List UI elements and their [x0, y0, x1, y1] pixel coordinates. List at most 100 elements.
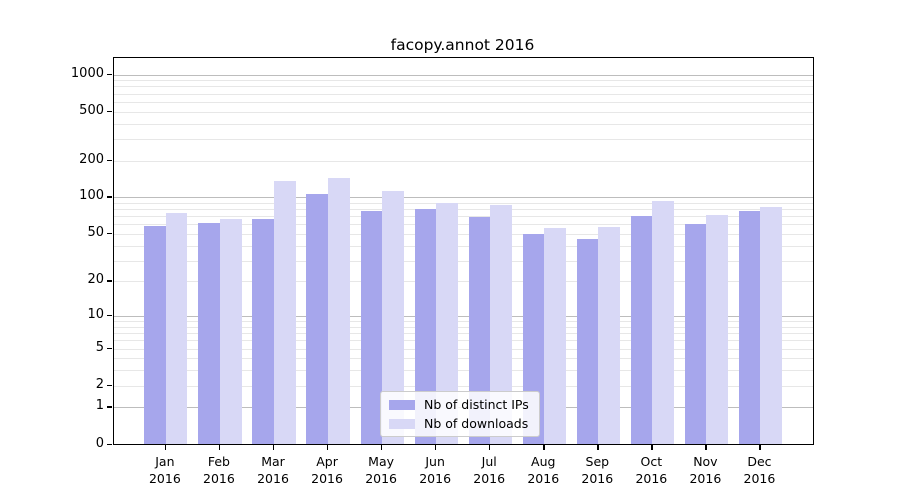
y-tick-mark — [107, 347, 112, 349]
bar-downloads-jan — [165, 212, 188, 445]
minor-gridline — [114, 86, 813, 88]
minor-gridline — [114, 138, 813, 140]
bar-distinct-ips-feb — [198, 223, 220, 445]
y-tick-mark — [107, 110, 112, 112]
x-tick-label-jan: Jan 2016 — [148, 453, 181, 486]
bar-downloads-feb — [219, 218, 242, 445]
y-tick-label: 200 — [79, 151, 104, 167]
x-tick-mark — [381, 444, 383, 450]
major-gridline — [114, 316, 813, 318]
y-tick-label: 1 — [95, 398, 104, 414]
minor-gridline — [114, 370, 813, 372]
minor-gridline — [114, 281, 813, 283]
bar-downloads-dec — [760, 206, 783, 445]
bar-distinct-ips-nov — [684, 224, 707, 445]
x-tick-mark — [435, 444, 437, 450]
x-tick-mark — [543, 444, 545, 450]
x-tick-mark — [164, 444, 167, 450]
x-tick-label-dec: Dec 2016 — [743, 453, 776, 486]
legend-swatch-distinct-ips-icon — [389, 399, 415, 410]
minor-gridline — [114, 340, 813, 342]
legend: Nb of distinct IPs Nb of downloads — [380, 391, 540, 437]
legend-item-distinct-ips: Nb of distinct IPs — [389, 397, 529, 412]
minor-gridline — [114, 326, 813, 328]
bar-downloads-mar — [274, 181, 296, 445]
minor-gridline — [114, 333, 813, 335]
bar-distinct-ips-jul — [468, 216, 491, 445]
y-tick-label: 1000 — [70, 65, 104, 81]
x-tick-label-jun: Jun 2016 — [419, 453, 452, 486]
minor-gridline — [114, 358, 813, 360]
minor-gridline — [114, 101, 813, 103]
y-tick-label: 0 — [95, 435, 104, 451]
x-tick-mark — [273, 444, 275, 450]
y-tick-mark — [107, 232, 112, 235]
plot-area — [113, 57, 814, 445]
bar-distinct-ips-jun — [414, 209, 437, 445]
y-tick-label: 100 — [79, 188, 104, 204]
minor-gridline — [114, 160, 813, 162]
y-tick-mark — [107, 384, 112, 386]
x-tick-mark — [218, 444, 221, 450]
bar-downloads-nov — [706, 215, 728, 445]
x-tick-mark — [651, 444, 653, 450]
y-tick-mark — [107, 73, 112, 75]
minor-gridline — [114, 260, 813, 262]
minor-gridline — [114, 111, 813, 113]
bar-distinct-ips-jan — [144, 226, 166, 445]
x-tick-label-jul: Jul 2016 — [473, 453, 506, 486]
x-tick-mark — [705, 444, 707, 450]
bar-downloads-jun — [436, 202, 458, 445]
bar-distinct-ips-apr — [306, 194, 329, 445]
y-tick-mark — [107, 315, 112, 317]
minor-gridline — [114, 202, 813, 204]
x-tick-label-feb: Feb 2016 — [203, 453, 235, 486]
y-tick-label: 2 — [95, 376, 104, 392]
bar-downloads-apr — [328, 178, 350, 445]
x-tick-label-mar: Mar 2016 — [257, 453, 289, 486]
y-tick-label: 50 — [87, 224, 104, 240]
x-tick-mark — [489, 444, 491, 450]
x-tick-label-may: May 2016 — [365, 453, 397, 486]
bar-downloads-oct — [652, 200, 674, 445]
major-gridline — [114, 197, 813, 199]
legend-label-distinct-ips: Nb of distinct IPs — [424, 397, 529, 412]
x-tick-label-oct: Oct 2016 — [635, 453, 668, 486]
bar-distinct-ips-dec — [738, 210, 761, 445]
x-tick-mark — [327, 444, 329, 450]
bar-downloads-may — [382, 191, 404, 445]
y-tick-mark — [107, 443, 112, 445]
y-tick-mark — [107, 406, 112, 408]
y-tick-mark — [107, 280, 112, 282]
y-tick-mark — [107, 159, 112, 161]
minor-gridline — [114, 123, 813, 125]
bar-distinct-ips-oct — [630, 216, 653, 445]
y-tick-label: 500 — [79, 102, 104, 118]
bar-downloads-sep — [598, 227, 620, 445]
minor-gridline — [114, 233, 813, 235]
minor-gridline — [114, 321, 813, 323]
chart-title: facopy.annot 2016 — [390, 36, 535, 54]
minor-gridline — [114, 80, 813, 82]
y-tick-label: 10 — [87, 307, 104, 323]
minor-gridline — [114, 209, 813, 211]
bar-distinct-ips-sep — [576, 239, 599, 445]
x-tick-label-sep: Sep 2016 — [581, 453, 614, 486]
legend-item-downloads: Nb of downloads — [389, 416, 529, 431]
x-tick-mark — [597, 444, 599, 450]
minor-gridline — [114, 216, 813, 218]
x-tick-label-nov: Nov 2016 — [689, 453, 722, 486]
minor-gridline — [114, 245, 813, 247]
minor-gridline — [114, 93, 813, 95]
y-tick-label: 20 — [87, 272, 104, 288]
legend-label-downloads: Nb of downloads — [424, 416, 529, 431]
legend-swatch-downloads-icon — [389, 418, 415, 429]
minor-gridline — [114, 224, 813, 226]
x-tick-label-aug: Aug 2016 — [527, 453, 560, 486]
minor-gridline — [114, 348, 813, 350]
y-tick-mark — [107, 196, 112, 198]
x-tick-mark — [759, 444, 761, 450]
y-tick-label: 5 — [95, 339, 104, 355]
minor-gridline — [114, 385, 813, 387]
